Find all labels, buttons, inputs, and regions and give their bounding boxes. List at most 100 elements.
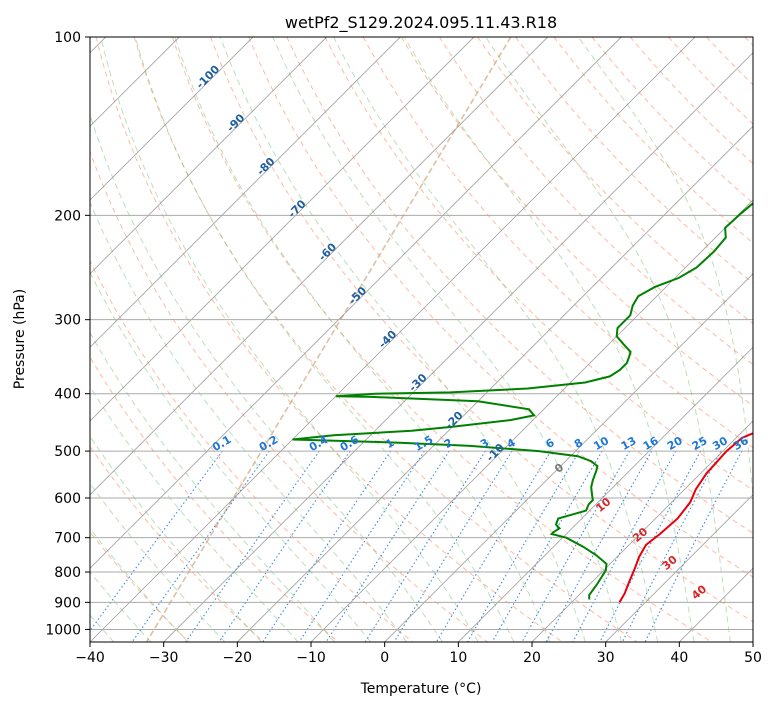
isotherm-line	[90, 37, 254, 201]
dry-adiabat	[744, 37, 753, 47]
mixing-ratio-line	[521, 450, 630, 642]
mixing-ratio-line	[185, 450, 320, 642]
moist-adiabat	[90, 113, 443, 642]
isotherm-line	[310, 199, 753, 642]
isotherm-line	[384, 273, 753, 642]
mixing-ratio-label: 25	[690, 434, 710, 453]
dewpoint-profile-line	[292, 202, 753, 600]
y-tick-label: 900	[54, 595, 81, 611]
isotherm-line	[90, 37, 622, 569]
moist-adiabat	[272, 37, 622, 642]
dry-adiabat	[90, 150, 488, 642]
isotherm-label: -40	[376, 328, 399, 351]
temperature-profile-line	[618, 432, 753, 603]
plot-area: 0.1 0.2 0.4 0.6 1 1.5 2 3 4 6 8 10 13 16 20 25 30 36-100-…	[89, 36, 754, 643]
x-tick-label: 50	[744, 650, 762, 666]
chart-title: wetPf2_S129.2024.095.11.43.R18	[285, 13, 557, 33]
moist-adiabat-label: 40	[689, 582, 709, 602]
dry-adiabat	[171, 37, 712, 642]
y-tick-label: 800	[54, 565, 81, 581]
isotherm-line	[457, 346, 753, 642]
isotherm-line	[605, 494, 753, 642]
isotherm-line	[678, 567, 753, 642]
y-tick-label: 700	[54, 531, 81, 547]
moist-adiabat-label: 30	[660, 553, 680, 573]
x-axis-label: Temperature (°C)	[360, 681, 482, 697]
plot-frame	[89, 36, 754, 643]
dry-adiabat	[90, 259, 414, 642]
mixing-ratio-line	[491, 450, 603, 642]
mixing-ratio-line	[572, 450, 677, 642]
isotherm-label: -80	[254, 155, 277, 178]
isotherm-line	[90, 37, 549, 496]
dry-adiabat	[324, 37, 753, 491]
mixing-ratio-label: 6	[544, 436, 557, 451]
mixing-ratio-line	[298, 450, 425, 642]
moist-adiabat	[219, 37, 586, 642]
dry-adiabat	[248, 37, 753, 578]
moist-adiabat	[90, 435, 262, 642]
y-tick-label: 300	[54, 313, 81, 329]
moist-adiabat	[100, 37, 479, 642]
y-axis-label: Pressure (hPa)	[12, 289, 28, 389]
y-tick-label: 500	[54, 444, 81, 460]
y-tick-label: 200	[54, 208, 81, 224]
mixing-ratio-line	[262, 450, 392, 642]
dry-adiabat	[477, 37, 753, 325]
x-tick-label: −10	[296, 650, 326, 666]
isotherm-line	[163, 52, 753, 642]
mixing-ratio-line	[621, 450, 722, 642]
mixing-ratio-line	[599, 450, 701, 642]
mixing-ratio-label: 16	[641, 434, 661, 453]
mixing-ratio-line	[218, 450, 351, 642]
dry-adiabat	[515, 37, 753, 284]
isotherm-line	[752, 641, 753, 642]
mixing-ratio-label: 1	[383, 436, 396, 451]
mixing-ratio-line	[545, 450, 653, 642]
x-tick-label: 40	[670, 650, 688, 666]
dry-adiabat	[133, 37, 638, 642]
reference-curve	[145, 37, 512, 642]
isotherm-label: -60	[316, 240, 339, 263]
y-tick-label: 1000	[45, 622, 81, 638]
dry-adiabat	[706, 37, 753, 86]
y-tick-label: 100	[54, 30, 81, 46]
x-tick-label: −30	[149, 650, 179, 666]
moist-adiabat	[134, 37, 515, 642]
isotherm-line	[90, 37, 401, 348]
x-axis: −40 −30 −20 −10 0 10 20 30 40 50	[75, 642, 762, 666]
x-tick-label: 0	[380, 650, 389, 666]
mixing-ratio-line	[644, 450, 743, 642]
dry-adiabat	[668, 37, 753, 125]
mixing-ratio-line	[131, 450, 270, 642]
isotherm-line	[90, 37, 475, 422]
dry-adiabat	[553, 37, 753, 244]
x-tick-label: −20	[223, 650, 253, 666]
mixing-ratio-label: 13	[619, 434, 639, 453]
isotherm-label: -30	[406, 371, 429, 394]
moist-adiabat	[90, 331, 335, 642]
y-axis: 100 200 300 400 500 600 700 800 900 1000	[45, 30, 90, 638]
mixing-ratio-label: 20	[665, 434, 685, 453]
isotherm-line	[531, 420, 753, 642]
moist-adiabat	[90, 482, 226, 642]
moist-adiabat	[577, 37, 753, 502]
isotherm-label: -70	[285, 197, 308, 220]
isotherm-line	[90, 37, 328, 275]
x-tick-label: −40	[75, 650, 105, 666]
moist-adiabat	[485, 37, 731, 642]
mixing-ratio-label: 10	[591, 434, 611, 453]
isotherm-line	[236, 125, 753, 642]
dry-adiabat	[362, 37, 753, 449]
mixing-ratio-line	[325, 450, 450, 642]
dry-adiabat	[90, 356, 339, 642]
y-tick-label: 400	[54, 387, 81, 403]
dry-adiabat	[90, 445, 264, 642]
mixing-ratio-line	[435, 450, 552, 642]
moist-adiabat	[333, 37, 659, 642]
moist-adiabat	[403, 37, 695, 642]
mixing-ratio-line	[467, 450, 580, 642]
moist-adiabat	[90, 201, 407, 642]
isotherm-line	[90, 37, 696, 642]
